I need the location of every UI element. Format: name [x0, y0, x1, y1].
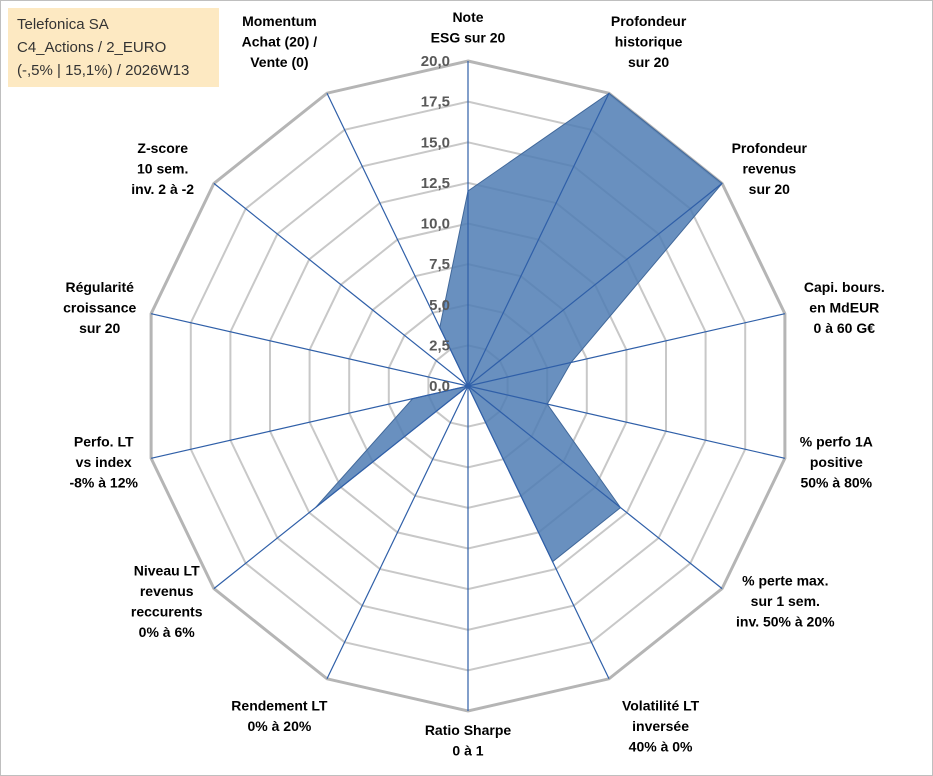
axis-label-6: Volatilité LT inversée 40% à 0%: [622, 698, 700, 755]
tick-label: 2,5: [429, 337, 450, 354]
axis-label-line: 0 à 60 G€: [814, 320, 876, 336]
axis-label-line: inversée: [632, 718, 689, 734]
axis-label-line: reccurents: [131, 603, 203, 619]
axis-label-line: Volatilité LT: [622, 698, 700, 714]
axis-label-line: 0% à 6%: [139, 624, 196, 640]
axis-label-7: Ratio Sharpe 0 à 1: [425, 722, 512, 759]
axis-spokes: [150, 61, 786, 711]
axis-label-line: Profondeur: [732, 140, 808, 156]
axis-label-line: Niveau LT: [134, 562, 200, 578]
axis-label-line: sur 20: [79, 320, 120, 336]
axis-spoke: [467, 182, 723, 387]
axis-label-1: Profondeur historique sur 20: [611, 13, 687, 70]
axis-label-line: 50% à 80%: [800, 475, 872, 491]
axis-label-line: 0 à 1: [452, 743, 483, 759]
axis-label-line: Rendement LT: [231, 698, 328, 714]
axis-label-line: Note: [452, 9, 483, 25]
axis-spoke: [213, 385, 469, 590]
tick-label: 17,5: [421, 94, 450, 111]
info-category: C4_Actions / 2_EURO: [17, 39, 167, 56]
axis-label-line: Perfo. LT: [74, 434, 134, 450]
axis-label-line: ESG sur 20: [431, 30, 506, 46]
axis-label-9: Niveau LT revenus reccurents 0% à 6%: [131, 562, 203, 640]
tick-label: 12,5: [421, 175, 450, 192]
axis-spoke: [213, 182, 469, 387]
axis-label-11: Régularité croissance sur 20: [63, 279, 136, 336]
info-stats: (-,5% | 15,1%) / 2026W13: [17, 62, 190, 79]
tick-labels: 0,0 2,5 5,0 7,5 10,0 12,5 15,0 17,5 20,0: [421, 53, 450, 395]
axis-label-line: 0% à 20%: [247, 718, 311, 734]
axis-spoke: [467, 385, 786, 459]
axis-label-line: croissance: [63, 300, 136, 316]
axis-label-line: 10 sem.: [137, 160, 188, 176]
axis-label-line: inv. 2 à -2: [131, 181, 194, 197]
axis-spoke: [326, 385, 469, 680]
axis-label-line: Achat (20) /: [242, 33, 318, 49]
axis-spoke: [150, 313, 469, 387]
axis-label-line: vs index: [76, 454, 132, 470]
axis-label-line: revenus: [140, 583, 194, 599]
axis-label-3: Capi. bours. en MdEUR 0 à 60 G€: [804, 279, 885, 336]
axis-label-line: Profondeur: [611, 13, 687, 29]
tick-label: 20,0: [421, 53, 450, 70]
axis-spoke: [467, 92, 610, 387]
axis-label-5: % perte max. sur 1 sem. inv. 50% à 20%: [736, 573, 835, 630]
axis-label-line: 40% à 0%: [629, 739, 693, 755]
axis-label-12: Z-score 10 sem. inv. 2 à -2: [131, 140, 194, 197]
info-box: Telefonica SA C4_Actions / 2_EURO (-,5% …: [8, 8, 219, 87]
axis-label-line: revenus: [742, 160, 796, 176]
axis-label-line: inv. 50% à 20%: [736, 614, 835, 630]
tick-label: 0,0: [429, 378, 450, 395]
axis-label-line: sur 1 sem.: [751, 593, 820, 609]
axis-spoke: [467, 313, 786, 387]
axis-label-line: -8% à 12%: [69, 475, 138, 491]
axis-label-line: Z-score: [137, 140, 188, 156]
axis-label-13: Momentum Achat (20) / Vente (0): [242, 13, 318, 70]
tick-label: 5,0: [429, 297, 450, 314]
axis-spoke: [326, 92, 469, 387]
axis-spoke: [467, 385, 723, 590]
axis-label-line: Régularité: [65, 279, 134, 295]
axis-label-line: positive: [810, 454, 863, 470]
axis-label-8: Rendement LT 0% à 20%: [231, 698, 328, 735]
axis-label-10: Perfo. LT vs index -8% à 12%: [69, 434, 138, 491]
axis-spoke: [467, 385, 610, 680]
axis-label-line: sur 20: [749, 181, 790, 197]
axis-label-line: Ratio Sharpe: [425, 722, 512, 738]
tick-label: 7,5: [429, 256, 450, 273]
info-company: Telefonica SA: [17, 16, 109, 33]
axis-label-line: historique: [615, 33, 683, 49]
tick-label: 10,0: [421, 216, 450, 233]
axis-label-line: Capi. bours.: [804, 279, 885, 295]
axis-label-line: % perte max.: [742, 573, 828, 589]
axis-label-0: Note ESG sur 20: [431, 9, 506, 46]
axis-labels: Note ESG sur 20 Profondeur historique sur 20…: [63, 9, 885, 759]
axis-label-2: Profondeur revenus sur 20: [732, 140, 808, 197]
tick-label: 15,0: [421, 134, 450, 151]
axis-label-line: en MdEUR: [809, 300, 879, 316]
axis-label-line: % perfo 1A: [800, 434, 873, 450]
axis-label-line: Momentum: [242, 13, 317, 29]
axis-label-line: Vente (0): [250, 54, 308, 70]
axis-label-4: % perfo 1A positive 50% à 80%: [800, 434, 873, 491]
axis-spoke: [150, 385, 469, 459]
axis-label-line: sur 20: [628, 54, 669, 70]
